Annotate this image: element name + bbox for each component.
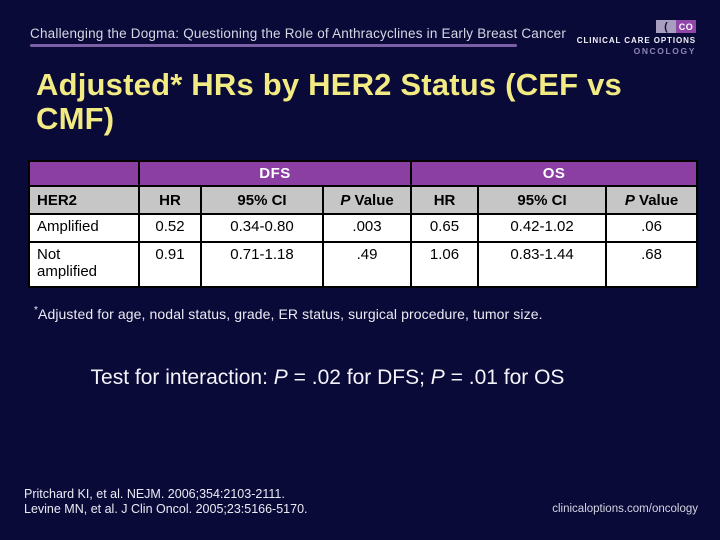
pvalue-rest: Value — [350, 191, 394, 209]
header-divider-rule — [30, 44, 517, 47]
lecture-title: Challenging the Dogma: Questioning the R… — [30, 26, 567, 41]
group-header-dfs: DFS — [137, 160, 413, 187]
column-header-ci-os: 95% CI — [477, 185, 608, 215]
footnote-asterisk: * — [34, 305, 38, 316]
interaction-note: Test for interaction: P = .02 for DFS; P… — [0, 366, 655, 390]
cco-logo-mark-icon: ( CO — [656, 20, 696, 33]
logo-division-name: ONCOLOGY — [633, 46, 696, 56]
pvalue-p-italic: P — [624, 191, 635, 209]
column-header-ci-dfs: 95% CI — [200, 185, 324, 215]
pvalue-rest: Value — [634, 191, 679, 209]
pvalue-os-value: .06 — [605, 213, 699, 243]
pvalue-dfs-value: .003 — [321, 213, 413, 243]
slide-title-line2: CMF) — [36, 101, 115, 136]
interaction-prefix: Test for interaction: — [90, 366, 274, 389]
footnote-text: Adjusted for age, nodal status, grade, E… — [38, 306, 543, 322]
group-header-empty — [28, 160, 140, 187]
column-header-her2: HER2 — [28, 185, 140, 215]
pvalue-p-italic: P — [340, 191, 351, 209]
column-header-pvalue-os: P Value — [605, 185, 699, 215]
logo-co-icon: CO — [676, 20, 696, 33]
slide-title-line1: Adjusted* HRs by HER2 Status (CEF vs — [36, 67, 622, 102]
logo-crescent-icon: ( — [656, 20, 676, 33]
citation-line: Levine MN, et al. J Clin Oncol. 2005;23:… — [24, 502, 308, 516]
column-header-hr-os: HR — [410, 185, 480, 215]
interaction-seg1: = .02 for DFS; — [287, 366, 431, 389]
table-row-not-amplified: Not amplified 0.91 0.71-1.18 .49 1.06 0.… — [28, 241, 699, 288]
column-header-hr-dfs: HR — [138, 185, 202, 215]
hr-os-value: 1.06 — [410, 241, 480, 288]
table-row-amplified: Amplified 0.52 0.34-0.80 .003 0.65 0.42-… — [28, 213, 699, 243]
row-label: Amplified — [28, 213, 140, 243]
table-column-header-row: HER2 HR 95% CI P Value HR 95% CI P Value — [28, 185, 699, 215]
hr-os-value: 0.65 — [410, 213, 480, 243]
slide-title: Adjusted* HRs by HER2 Status (CEF vs CMF… — [36, 68, 622, 136]
hr-dfs-value: 0.52 — [138, 213, 202, 243]
logo-org-name: CLINICAL CARE OPTIONS — [576, 36, 696, 45]
footnote: *Adjusted for age, nodal status, grade, … — [34, 305, 543, 323]
ci-os-value: 0.83-1.44 — [477, 241, 608, 288]
ci-dfs-value: 0.34-0.80 — [200, 213, 324, 243]
ci-dfs-value: 0.71-1.18 — [200, 241, 324, 288]
citation-list: Pritchard KI, et al. NEJM. 2006;354:2103… — [24, 487, 308, 517]
hr-dfs-value: 0.91 — [138, 241, 202, 288]
pvalue-dfs-value: .49 — [321, 241, 413, 288]
row-label: Not amplified — [28, 241, 140, 288]
interaction-p1-italic: P — [273, 366, 288, 389]
pvalue-os-value: .68 — [605, 241, 699, 288]
cco-logo: ( CO CLINICAL CARE OPTIONS ONCOLOGY — [577, 20, 696, 56]
table-group-header-row: DFS OS — [28, 160, 699, 187]
interaction-seg2: = .01 for OS — [444, 366, 565, 389]
site-url: clinicaloptions.com/oncology — [552, 503, 698, 515]
column-header-pvalue-dfs: P Value — [321, 185, 413, 215]
ci-os-value: 0.42-1.02 — [477, 213, 608, 243]
group-header-os: OS — [410, 160, 699, 187]
interaction-p2-italic: P — [430, 366, 445, 389]
citation-line: Pritchard KI, et al. NEJM. 2006;354:2103… — [24, 487, 285, 501]
results-table: DFS OS HER2 HR 95% CI P Value HR 95% CI … — [28, 160, 699, 288]
